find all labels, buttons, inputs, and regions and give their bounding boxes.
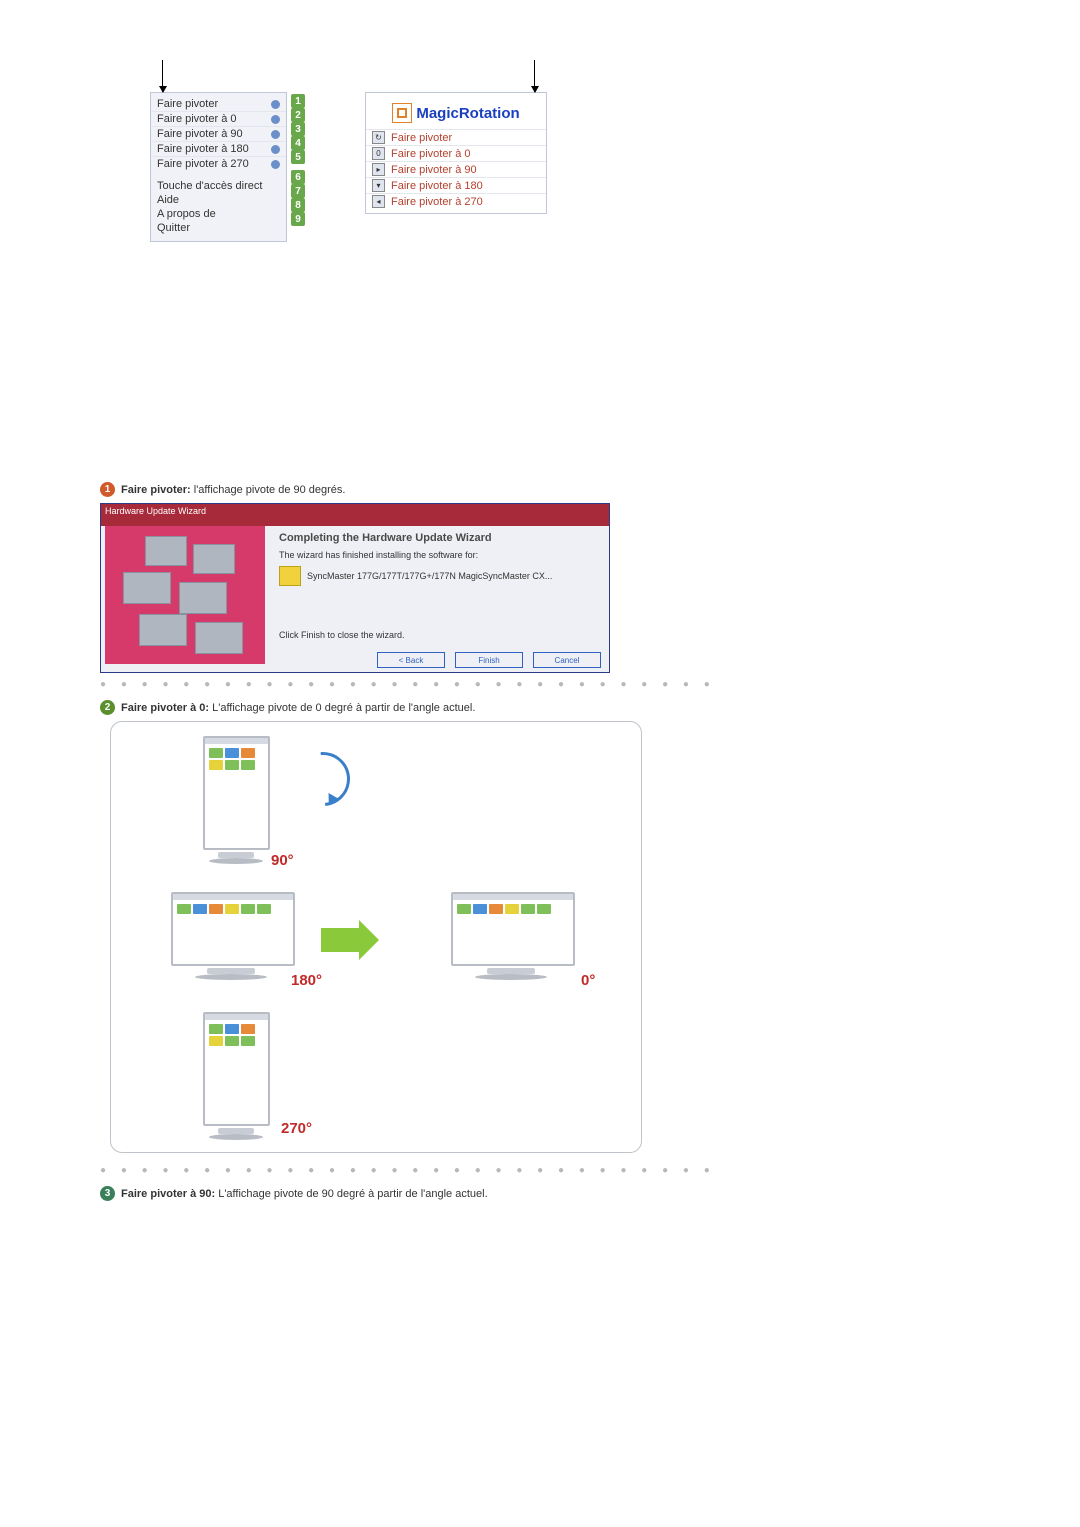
page: Faire pivoter Faire pivoter à 0 Faire pi… <box>0 0 1080 1267</box>
num-badge: 4 <box>291 136 305 150</box>
finish-button[interactable]: Finish <box>455 652 523 668</box>
separator-dots: ● ● ● ● ● ● ● ● ● ● ● ● ● ● ● ● ● ● ● ● … <box>100 673 720 692</box>
step-badge: 1 <box>100 482 115 497</box>
menu-item[interactable]: Faire pivoter à 270 <box>151 156 286 171</box>
rotation-icon <box>392 103 412 123</box>
monitor-icon <box>191 736 281 846</box>
step-text: L'affichage pivote de 90 degré à partir … <box>215 1188 487 1200</box>
menu-item[interactable]: Faire pivoter <box>151 97 286 111</box>
step-bold: Faire pivoter: <box>121 484 191 496</box>
step-bold: Faire pivoter à 90: <box>121 1188 215 1200</box>
arrow-down-icon <box>162 60 163 92</box>
left-menu: Faire pivoter Faire pivoter à 0 Faire pi… <box>150 92 287 242</box>
menu-item[interactable]: Faire pivoter à 0 <box>151 111 286 126</box>
menu-item[interactable]: ◂ Faire pivoter à 270 <box>366 193 546 209</box>
num-badge: 7 <box>291 184 305 198</box>
num-badge: 8 <box>291 198 305 212</box>
wizard-heading: Completing the Hardware Update Wizard <box>279 532 599 544</box>
wizard-buttons: < Back Finish Cancel <box>377 652 601 668</box>
back-button[interactable]: < Back <box>377 652 445 668</box>
step-badge: 3 <box>100 1186 115 1201</box>
menu-label: Faire pivoter à 0 <box>157 113 236 125</box>
menu-item[interactable]: Faire pivoter à 90 <box>151 126 286 141</box>
num-badge: 9 <box>291 212 305 226</box>
step-badge: 2 <box>100 700 115 715</box>
dot-icon <box>271 145 280 154</box>
monitor-icon <box>171 892 291 982</box>
menu-item[interactable]: Touche d'accès direct <box>157 179 280 193</box>
wizard-sub: The wizard has finished installing the s… <box>279 550 599 560</box>
menu-item[interactable]: Quitter <box>157 221 280 235</box>
step-text: l'affichage pivote de 90 degrés. <box>191 484 346 496</box>
wizard-graphic <box>105 526 265 664</box>
right-menu-title: MagicRotation <box>366 97 546 129</box>
menu-label: Faire pivoter à 270 <box>157 158 249 170</box>
square-icon: ▸ <box>372 163 385 176</box>
wizard-titlebar: Hardware Update Wizard <box>101 504 609 526</box>
menu-item[interactable]: ↻ Faire pivoter <box>366 129 546 145</box>
num-badge: 1 <box>291 94 305 108</box>
menu-item[interactable]: A propos de <box>157 207 280 221</box>
menu-label: Faire pivoter à 90 <box>157 128 243 140</box>
right-menu: MagicRotation ↻ Faire pivoter 0 Faire pi… <box>365 92 547 214</box>
menu-item[interactable]: ▾ Faire pivoter à 180 <box>366 177 546 193</box>
left-menu-stack: Faire pivoter Faire pivoter à 0 Faire pi… <box>150 60 305 242</box>
step-3-title: 3 Faire pivoter à 90: L'affichage pivote… <box>100 1186 720 1201</box>
num-badge: 6 <box>291 170 305 184</box>
title-label: MagicRotation <box>416 105 519 122</box>
square-icon: ◂ <box>372 195 385 208</box>
degree-label: 270° <box>281 1120 312 1137</box>
device-icon <box>279 566 301 586</box>
dot-icon <box>271 130 280 139</box>
separator-dots: ● ● ● ● ● ● ● ● ● ● ● ● ● ● ● ● ● ● ● ● … <box>100 1159 720 1178</box>
square-icon: ▾ <box>372 179 385 192</box>
menu-label: Faire pivoter à 180 <box>385 180 540 192</box>
dot-icon <box>271 115 280 124</box>
num-badge: 3 <box>291 122 305 136</box>
monitor-icon <box>191 1012 281 1122</box>
step-1-title: 1 Faire pivoter: l'affichage pivote de 9… <box>100 482 720 497</box>
menu-label: Faire pivoter à 180 <box>157 143 249 155</box>
content: 1 Faire pivoter: l'affichage pivote de 9… <box>100 482 720 1201</box>
wizard-screenshot: Hardware Update Wizard Completing the Ha… <box>100 503 610 673</box>
rotation-diagram: 90° 180° 0° 270° <box>110 721 642 1153</box>
menu-label: Faire pivoter à 0 <box>385 148 540 160</box>
cancel-button[interactable]: Cancel <box>533 652 601 668</box>
right-menu-stack: MagicRotation ↻ Faire pivoter 0 Faire pi… <box>365 60 547 242</box>
menu-label: Faire pivoter à 90 <box>385 164 540 176</box>
menu-label: Faire pivoter <box>385 132 540 144</box>
num-badge: 2 <box>291 108 305 122</box>
arc-icon <box>285 741 361 817</box>
wizard-device: SyncMaster 177G/177T/177G+/177N MagicSyn… <box>307 571 552 581</box>
wizard-body: Completing the Hardware Update Wizard Th… <box>273 526 605 650</box>
top-menus: Faire pivoter Faire pivoter à 0 Faire pi… <box>150 60 1080 242</box>
square-icon: ↻ <box>372 131 385 144</box>
degree-label: 90° <box>271 852 294 869</box>
step-text: L'affichage pivote de 0 degré à partir d… <box>209 702 475 714</box>
degree-label: 180° <box>291 972 322 989</box>
dot-icon <box>271 160 280 169</box>
left-badges: 1 2 3 4 5 6 7 8 9 <box>287 92 305 242</box>
arrow-right-icon <box>321 928 361 952</box>
arrow-down-icon <box>534 60 535 92</box>
step-bold: Faire pivoter à 0: <box>121 702 209 714</box>
menu-item[interactable]: Faire pivoter à 180 <box>151 141 286 156</box>
menu-item[interactable]: Aide <box>157 193 280 207</box>
monitor-icon <box>451 892 571 982</box>
menu-label: Faire pivoter à 270 <box>385 196 540 208</box>
menu-below: Touche d'accès direct Aide A propos de Q… <box>151 177 286 237</box>
menu-item[interactable]: ▸ Faire pivoter à 90 <box>366 161 546 177</box>
step-2-title: 2 Faire pivoter à 0: L'affichage pivote … <box>100 700 720 715</box>
degree-label: 0° <box>581 972 595 989</box>
dot-icon <box>271 100 280 109</box>
menu-item[interactable]: 0 Faire pivoter à 0 <box>366 145 546 161</box>
square-icon: 0 <box>372 147 385 160</box>
num-badge: 5 <box>291 150 305 164</box>
wizard-sub: Click Finish to close the wizard. <box>279 630 599 640</box>
menu-label: Faire pivoter <box>157 98 218 110</box>
